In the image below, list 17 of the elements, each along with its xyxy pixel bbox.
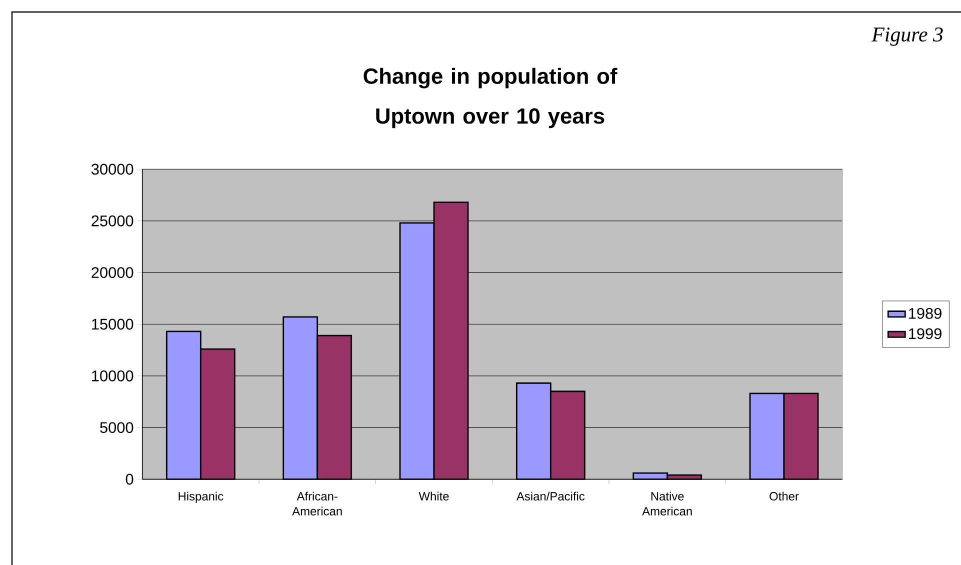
y-tick-label: 5000: [100, 422, 134, 434]
x-tick-label: Asian/Pacific: [516, 492, 585, 501]
y-tick-label: 20000: [92, 267, 134, 278]
x-tick-label: Hispanic: [178, 492, 224, 503]
y-tick-label: 15000: [92, 318, 134, 330]
x-tick-label: African-American: [292, 492, 342, 516]
x-tick-label: Other: [770, 492, 799, 501]
caption: Figure 3: [872, 28, 943, 46]
legend-label: 1999: [909, 328, 942, 340]
y-tick-label: 25000: [92, 215, 134, 226]
legend-label: 1989: [909, 308, 942, 319]
chart-title: Change in population of Uptown over 10 years: [364, 68, 618, 128]
x-tick-label: Native American: [642, 492, 692, 516]
y-tick-label: 10000: [92, 370, 134, 382]
y-tick-label: 0: [126, 474, 134, 485]
x-tick-label: White: [418, 492, 449, 501]
y-tick-label: 30000: [91, 164, 134, 175]
